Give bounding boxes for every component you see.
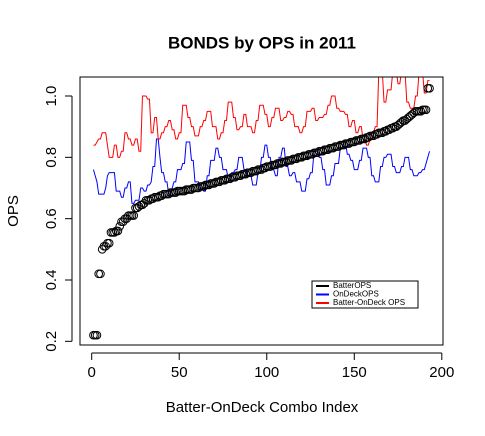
x-tick-label: 150 bbox=[342, 364, 367, 381]
y-axis-label: OPS bbox=[5, 195, 22, 227]
legend-label: OnDeckOPS bbox=[333, 290, 379, 299]
legend-label: Batter-OnDeck OPS bbox=[333, 298, 405, 307]
series-line bbox=[92, 138, 431, 204]
chart-title: BONDS by OPS in 2011 bbox=[168, 33, 356, 52]
y-tick-label: 1.0 bbox=[43, 86, 60, 107]
legend-box bbox=[311, 280, 419, 309]
point bbox=[113, 226, 123, 236]
y-tick-label: 0.8 bbox=[43, 147, 60, 168]
point bbox=[104, 238, 114, 248]
plot-frame bbox=[79, 76, 444, 346]
x-tick-label: 50 bbox=[171, 364, 188, 381]
x-tick-label: 100 bbox=[254, 364, 279, 381]
point bbox=[92, 330, 102, 340]
x-tick-label: 0 bbox=[88, 364, 96, 381]
y-tick-label: 0.6 bbox=[43, 208, 60, 229]
point bbox=[421, 105, 431, 115]
y-tick-label: 0.2 bbox=[43, 331, 60, 352]
point bbox=[425, 84, 434, 93]
x-tick-label: 200 bbox=[429, 364, 454, 381]
y-tick-label: 0.4 bbox=[43, 270, 60, 291]
x-axis-label: Batter-OnDeck Combo Index bbox=[166, 399, 359, 416]
point bbox=[96, 269, 105, 279]
legend-label: BatterOPS bbox=[333, 281, 371, 290]
